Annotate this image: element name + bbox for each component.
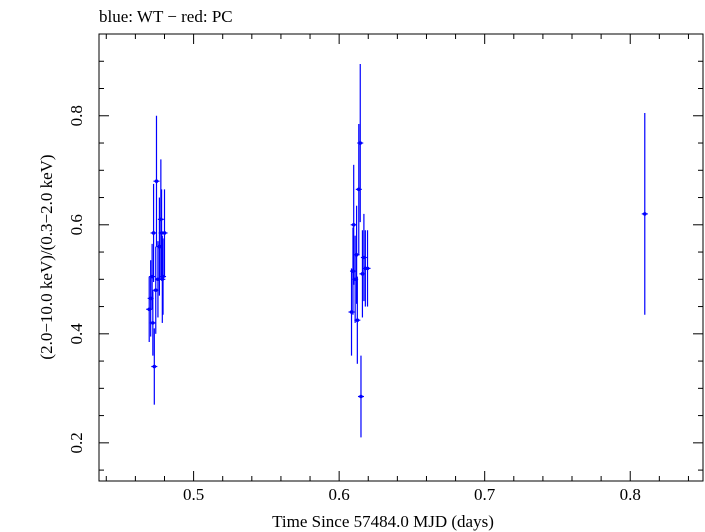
x-tick-label: 0.7 (474, 485, 496, 504)
data-point (162, 231, 167, 235)
axis-ticks: 0.5 0.6 0.7 0.8 0.2 0.4 0.6 0.8 (67, 33, 703, 504)
chart-title: blue: WT − red: PC (99, 7, 233, 26)
data-point (152, 364, 157, 369)
data-point (154, 179, 159, 183)
data-point (354, 252, 359, 257)
data-point (642, 212, 647, 216)
data-marks (146, 63, 648, 438)
x-tick-label: 0.8 (620, 485, 641, 504)
plot-frame (98, 33, 704, 482)
data-point (151, 321, 155, 325)
x-axis-label: Time Since 57484.0 MJD (days) (272, 512, 494, 531)
data-point (358, 141, 363, 145)
x-tick-label: 0.5 (183, 485, 204, 504)
data-point (151, 231, 156, 235)
y-tick-label: 0.8 (67, 105, 86, 126)
x-tick-label: 0.6 (329, 485, 350, 504)
data-point (365, 266, 370, 271)
data-point (351, 222, 356, 227)
data-point (153, 288, 158, 293)
y-tick-label: 0.2 (67, 432, 86, 453)
y-axis-label: (2.0−10.0 keV)/(0.3−2.0 keV) (37, 154, 56, 359)
data-point (355, 318, 360, 322)
y-tick-label: 0.6 (67, 214, 86, 235)
data-point (359, 394, 363, 399)
y-tick-label: 0.4 (67, 323, 86, 345)
